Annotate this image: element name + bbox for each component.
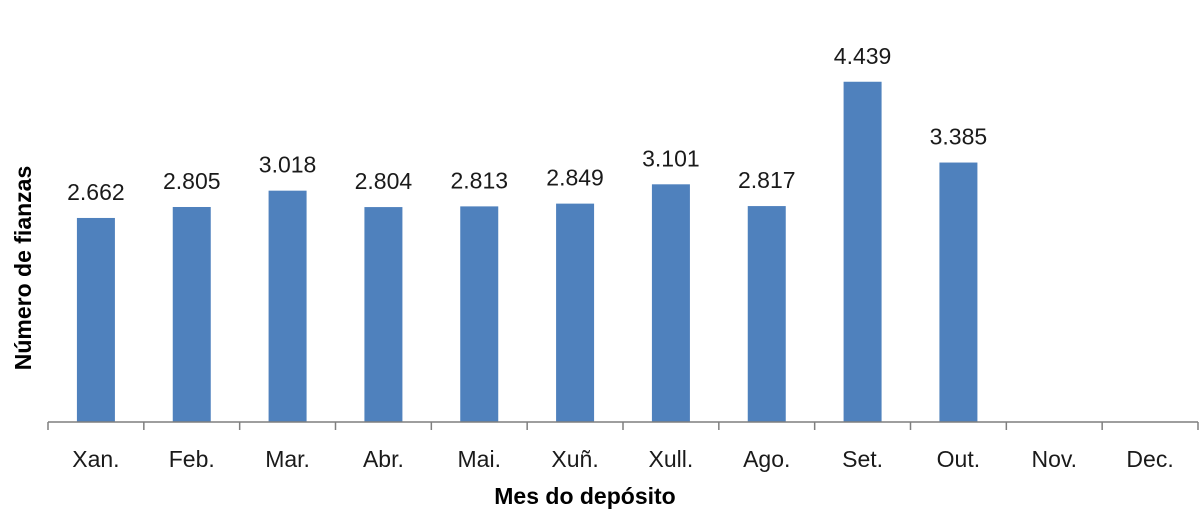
bar-xull <box>651 184 690 422</box>
data-label-mai: 2.813 <box>450 167 508 193</box>
y-axis-title: Número de fianzas <box>10 166 36 371</box>
x-tick-label-xull: Xull. <box>649 446 694 472</box>
bar-ago <box>747 206 786 422</box>
bar-xun <box>556 203 595 422</box>
bar-mai <box>460 206 499 422</box>
x-tick-labels-group: Xan. Feb. Mar. Abr. Mai. Xuñ. Xull. Ago. Set. Out… <box>72 446 1173 472</box>
data-label-ago: 2.817 <box>738 167 796 193</box>
data-label-set: 4.439 <box>834 43 892 69</box>
data-label-abr: 2.804 <box>355 168 413 194</box>
x-tick-label-mai: Mai. <box>458 446 501 472</box>
x-tick-label-abr: Abr. <box>363 446 404 472</box>
bar-feb <box>172 206 211 422</box>
x-tick-label-xun: Xuñ. <box>551 446 598 472</box>
data-label-xan: 2.662 <box>67 179 125 205</box>
x-ticks-group <box>47 422 1199 430</box>
x-tick-label-xan: Xan. <box>72 446 119 472</box>
x-tick-label-ago: Ago. <box>743 446 790 472</box>
bar-mar <box>268 190 307 422</box>
x-tick-label-dec: Dec. <box>1126 446 1173 472</box>
data-label-xull: 3.101 <box>642 145 700 171</box>
bar-out <box>939 162 978 423</box>
bar-set <box>843 81 882 423</box>
value-labels-group: 2.662 2.805 3.018 2.804 2.813 2.849 3.101 2.817… <box>67 43 987 205</box>
data-label-out: 3.385 <box>930 124 988 150</box>
bars-group <box>76 81 978 423</box>
x-tick-label-feb: Feb. <box>169 446 215 472</box>
x-axis-title: Mes do depósito <box>494 483 675 509</box>
x-tick-label-set: Set. <box>842 446 883 472</box>
bar-abr <box>364 207 403 422</box>
data-label-mar: 3.018 <box>259 152 317 178</box>
x-tick-label-mar: Mar. <box>265 446 310 472</box>
x-tick-label-nov: Nov. <box>1031 446 1077 472</box>
bar-xan <box>76 217 115 422</box>
x-tick-label-out: Out. <box>937 446 980 472</box>
data-label-xun: 2.849 <box>546 165 604 191</box>
data-label-feb: 2.805 <box>163 168 221 194</box>
